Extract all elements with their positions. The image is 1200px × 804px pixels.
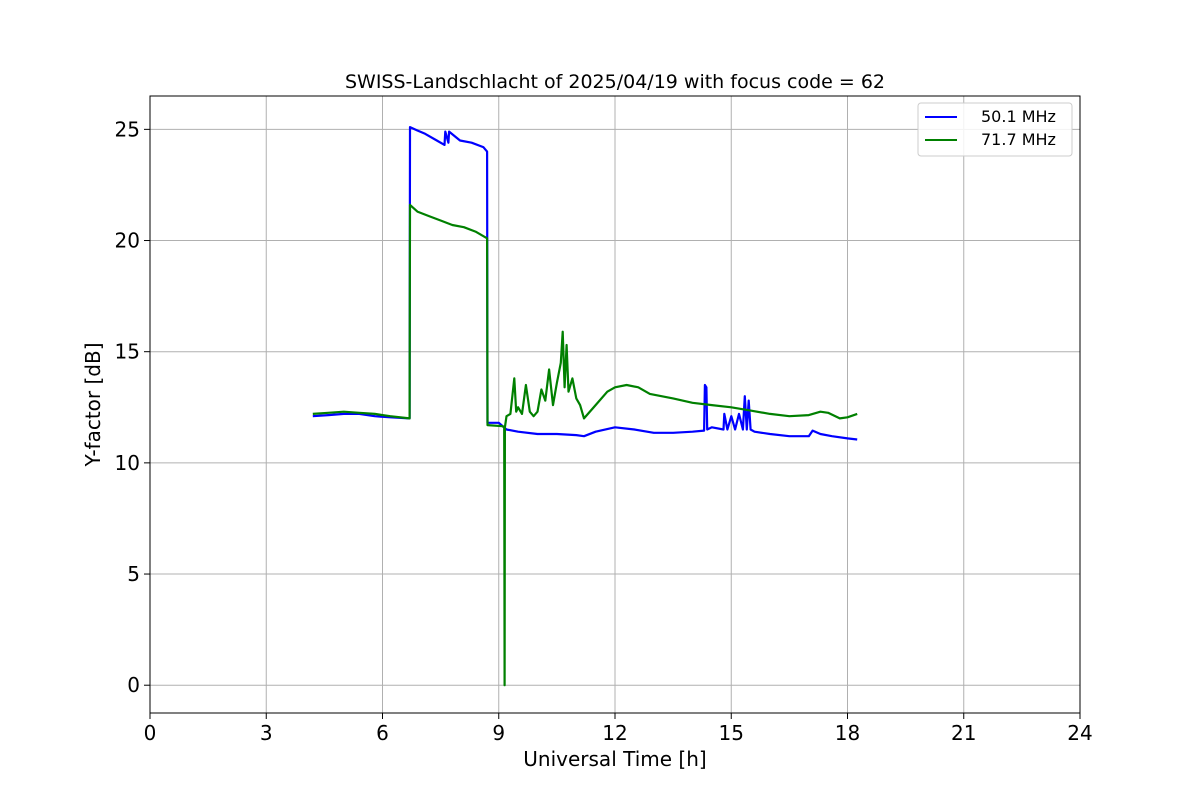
y-tick-label: 20 <box>115 229 140 253</box>
x-tick-label: 24 <box>1067 721 1092 745</box>
x-tick-label: 15 <box>719 721 744 745</box>
y-tick-label: 5 <box>127 562 140 586</box>
y-tick-label: 0 <box>127 673 140 697</box>
series-line-71-7-mhz <box>312 203 858 687</box>
y-tick-label: 15 <box>115 340 140 364</box>
x-tick-label: 3 <box>260 721 273 745</box>
y-axis-label: Y-factor [dB] <box>81 342 105 467</box>
legend-label-50-1-mhz: 50.1 MHz <box>981 107 1056 126</box>
axis-ticks: 0 3 6 9 12 15 18 21 24 0 5 10 15 20 25 <box>115 117 1093 745</box>
x-tick-label: 0 <box>144 721 157 745</box>
data-series <box>312 125 858 687</box>
legend-label-71-7-mhz: 71.7 MHz <box>981 130 1056 149</box>
x-axis-label: Universal Time [h] <box>523 747 706 771</box>
y-tick-label: 10 <box>115 451 140 475</box>
x-tick-label: 21 <box>951 721 976 745</box>
x-tick-label: 9 <box>492 721 505 745</box>
chart-title: SWISS-Landschlacht of 2025/04/19 with fo… <box>345 71 885 93</box>
x-tick-label: 6 <box>376 721 389 745</box>
x-tick-label: 18 <box>835 721 860 745</box>
series-line-50-1-mhz <box>312 125 858 441</box>
x-tick-label: 12 <box>602 721 627 745</box>
y-tick-label: 25 <box>115 117 140 141</box>
legend: 50.1 MHz 71.7 MHz <box>917 102 1073 157</box>
